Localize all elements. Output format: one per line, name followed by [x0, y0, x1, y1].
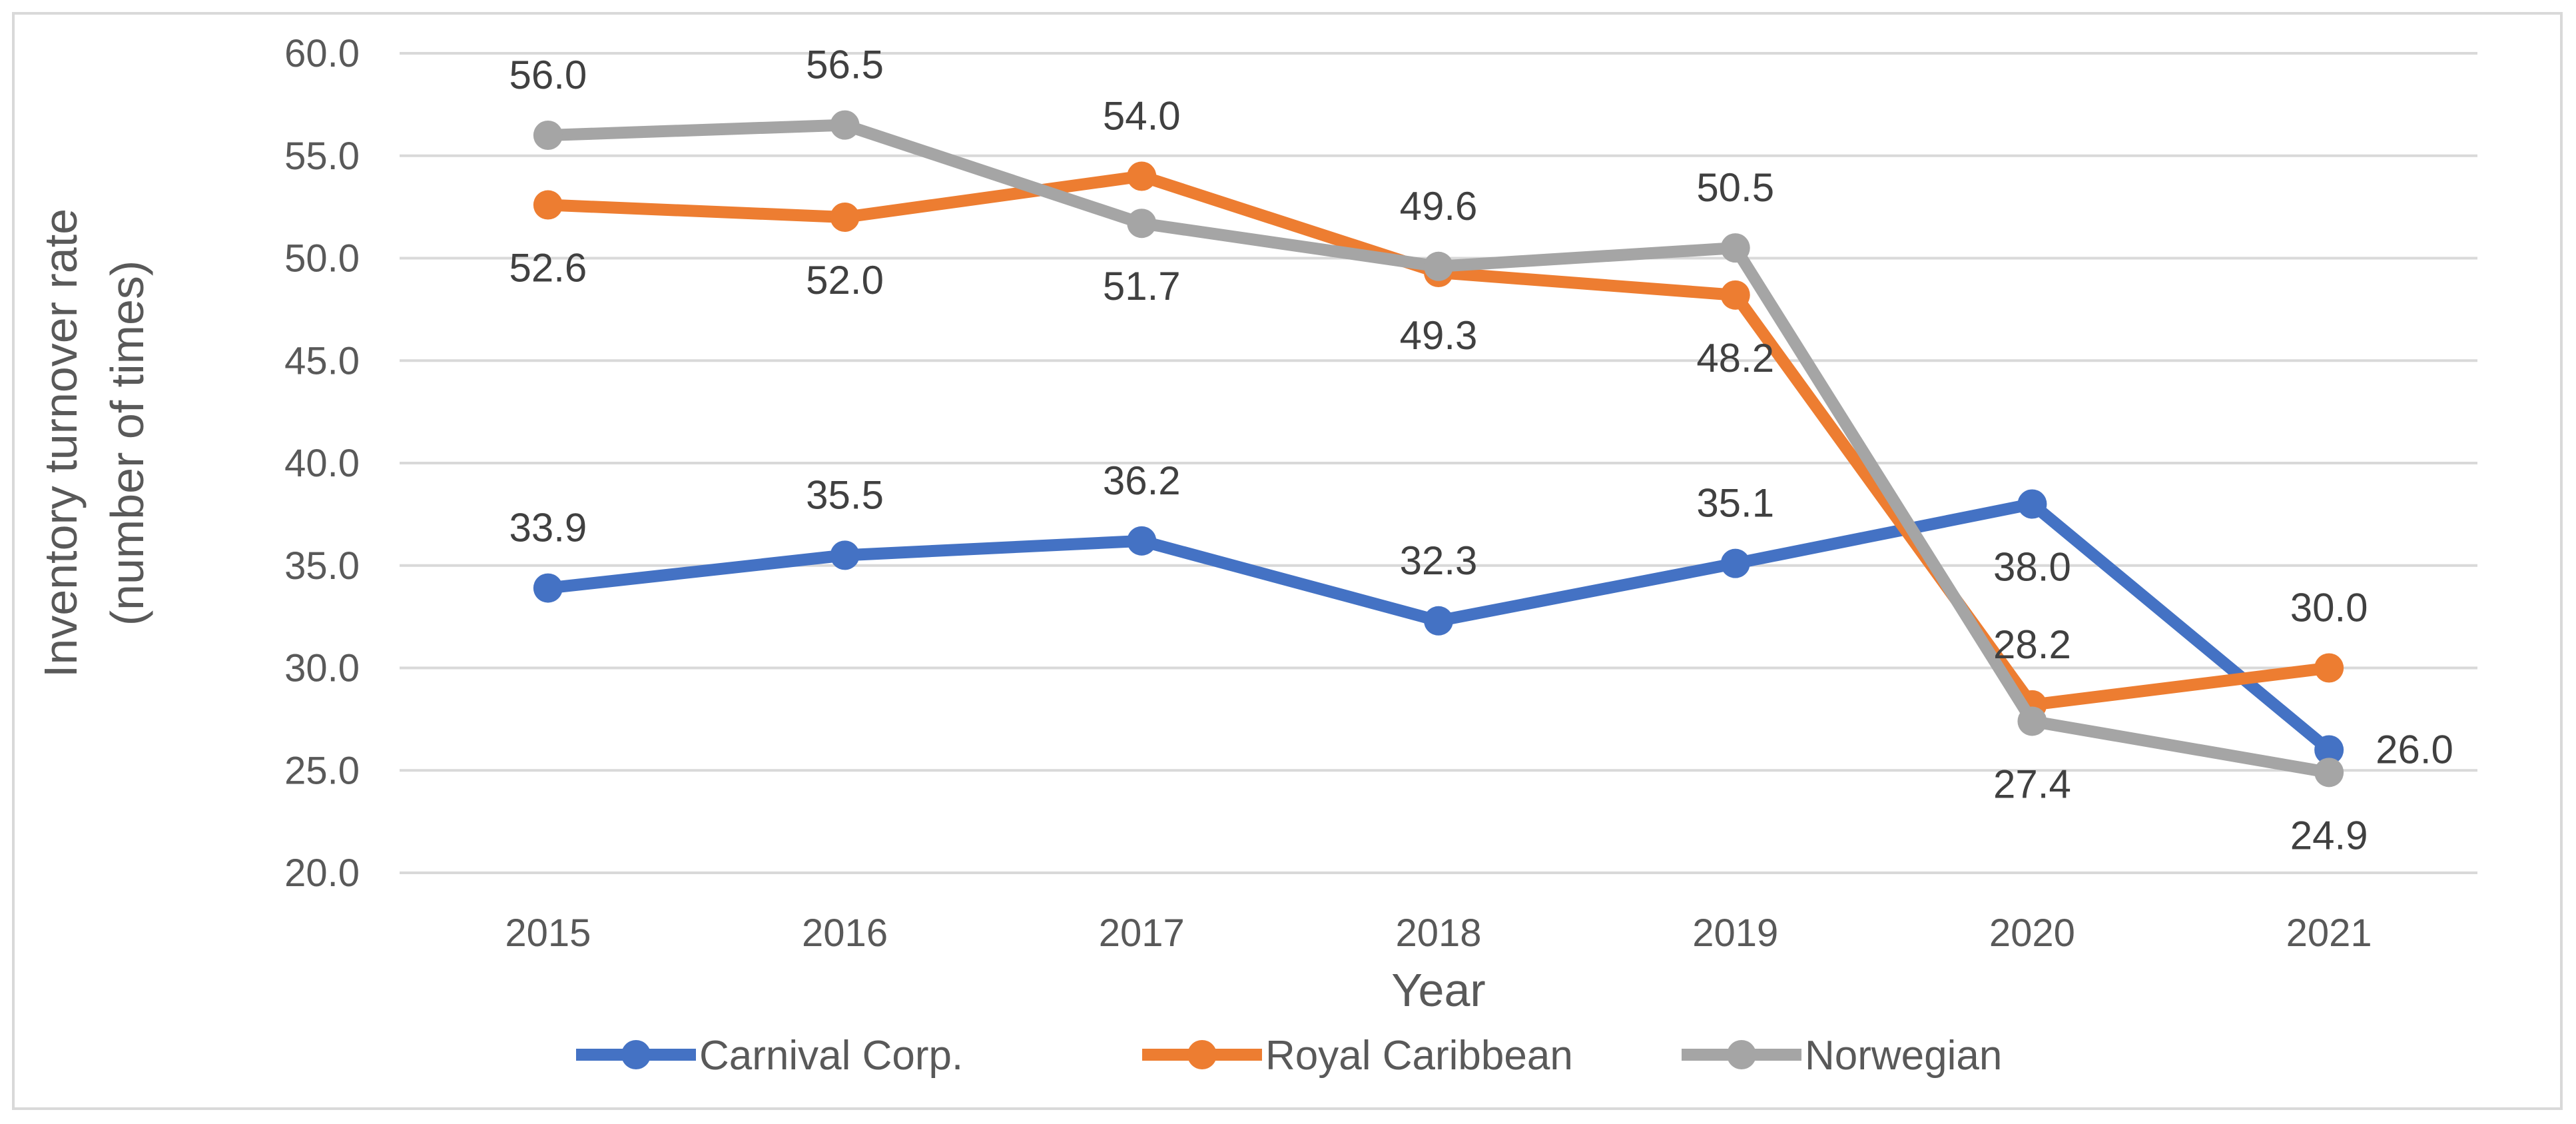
x-axis-title: Year [1391, 964, 1485, 1016]
legend-marker [1727, 1040, 1756, 1069]
data-label: 35.5 [806, 472, 884, 517]
data-point [1720, 233, 1750, 263]
data-label: 35.1 [1696, 481, 1774, 526]
data-point [2017, 489, 2047, 519]
y-tick-label: 30.0 [284, 647, 360, 690]
data-label: 56.0 [509, 53, 587, 97]
data-point [1720, 548, 1750, 578]
data-point [1127, 161, 1157, 191]
data-label: 48.2 [1696, 336, 1774, 380]
data-label: 54.0 [1103, 94, 1181, 139]
legend-marker [1187, 1040, 1217, 1069]
legend-label: Royal Caribbean [1265, 1033, 1573, 1079]
data-label: 27.4 [1993, 762, 2071, 806]
data-label: 33.9 [509, 506, 587, 550]
y-tick-label: 55.0 [284, 135, 360, 178]
data-label: 52.6 [509, 246, 587, 290]
data-labels: 33.9 35.5 36.2 32.3 35.1 38.0 26.0 52.6 52.0 54.0… [509, 43, 2453, 858]
data-point [2314, 758, 2344, 788]
chart-frame [12, 12, 2563, 1110]
x-axis-ticks: 2015 2016 2017 2018 2019 2020 2021 [505, 911, 2372, 955]
y-axis-title: Inventory turnover rate (number of times… [35, 209, 153, 678]
data-point [1127, 209, 1157, 239]
data-label: 38.0 [1993, 545, 2071, 590]
data-label: 49.6 [1400, 184, 1478, 229]
legend-marker [621, 1040, 651, 1069]
data-label: 50.5 [1696, 165, 1774, 210]
data-label: 36.2 [1103, 458, 1181, 503]
data-point [2314, 735, 2344, 765]
x-tick-label: 2015 [505, 911, 591, 955]
series-norwegian [533, 110, 2344, 788]
legend-item: Royal Caribbean [1142, 1033, 1573, 1079]
legend-label: Norwegian [1805, 1033, 2002, 1079]
data-point [830, 540, 860, 570]
series-carnival-corp [533, 489, 2344, 765]
data-point [1424, 251, 1453, 281]
x-tick-label: 2020 [1989, 911, 2075, 955]
y-tick-label: 60.0 [284, 32, 360, 75]
data-label: 28.2 [1993, 622, 2071, 667]
x-tick-label: 2021 [2286, 911, 2372, 955]
x-tick-label: 2016 [802, 911, 888, 955]
legend-label: Carnival Corp. [699, 1033, 963, 1079]
data-point [533, 573, 563, 603]
y-axis-title-line-2: (number of times) [101, 261, 153, 626]
data-label: 24.9 [2290, 813, 2368, 857]
x-tick-label: 2019 [1692, 911, 1778, 955]
y-axis-ticks: 20.0 25.0 30.0 35.0 40.0 45.0 50.0 55.0 60.0 [284, 32, 360, 895]
data-point [1127, 526, 1157, 556]
y-tick-label: 20.0 [284, 851, 360, 895]
data-label: 26.0 [2376, 728, 2453, 772]
legend: Carnival Corp. Royal Caribbean Norwegian [576, 1033, 2002, 1079]
legend-item: Norwegian [1682, 1033, 2002, 1079]
x-tick-label: 2018 [1395, 911, 1481, 955]
data-label: 32.3 [1400, 538, 1478, 583]
data-point [2017, 706, 2047, 736]
data-label: 30.0 [2290, 586, 2368, 630]
series-lines [533, 110, 2344, 788]
legend-item: Carnival Corp. [576, 1033, 963, 1079]
y-axis-title-line-1: Inventory turnover rate [35, 209, 87, 678]
y-tick-label: 25.0 [284, 749, 360, 792]
data-label: 51.7 [1103, 264, 1181, 308]
series-royal-caribbean [533, 161, 2344, 720]
data-label: 52.0 [806, 258, 884, 302]
data-point [1720, 280, 1750, 310]
data-point [1424, 606, 1453, 636]
data-point [2314, 653, 2344, 683]
data-label: 49.3 [1400, 313, 1478, 358]
data-point [830, 203, 860, 232]
y-tick-label: 35.0 [284, 544, 360, 588]
x-tick-label: 2017 [1099, 911, 1185, 955]
y-tick-label: 45.0 [284, 339, 360, 382]
data-point [830, 110, 860, 140]
gridlines [400, 52, 2477, 874]
y-tick-label: 50.0 [284, 237, 360, 281]
y-tick-label: 40.0 [284, 442, 360, 485]
data-point [533, 121, 563, 150]
data-point [533, 190, 563, 220]
data-label: 56.5 [806, 43, 884, 87]
